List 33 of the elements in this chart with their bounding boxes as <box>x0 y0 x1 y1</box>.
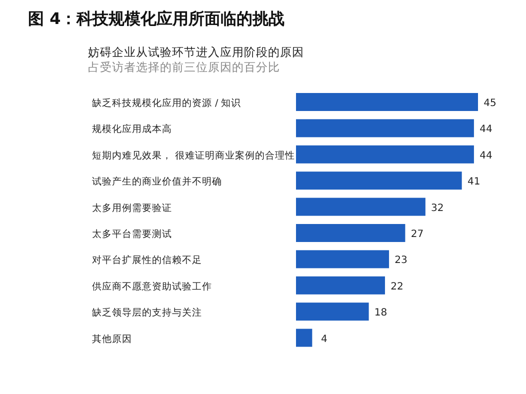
y-tick-label: 短期内难见效果， 很难证明商业案例的合理性 <box>92 149 296 162</box>
data-label: 18 <box>374 308 388 319</box>
y-tick-label: 规模化应用成本高 <box>92 123 172 136</box>
bar <box>296 119 474 138</box>
y-tick-label: 缺乏科技规模化应用的资源 / 知识 <box>92 97 242 109</box>
text: 占受访者选择的前三位原因的百分比 <box>88 60 280 74</box>
bar <box>296 302 369 321</box>
bar <box>296 93 478 111</box>
y-tick-label: 供应商不愿意资助试验工作 <box>92 280 212 292</box>
bar <box>296 172 462 190</box>
data-label: 44 <box>480 124 492 136</box>
bar <box>296 145 474 164</box>
data-label: 4 <box>320 334 328 345</box>
bar <box>296 328 312 347</box>
data-label: 32 <box>431 202 444 214</box>
data-label: 23 <box>394 255 408 266</box>
y-tick-label: 其他原因 <box>92 332 132 345</box>
y-tick-label: 试验产生的商业价值并不明确 <box>92 176 222 188</box>
y-tick-label: 缺乏领导层的支持与关注 <box>92 306 202 319</box>
text: 图 4：科技规模化应用所面临的挑战 <box>28 9 285 28</box>
data-label: 44 <box>480 150 492 162</box>
data-label: 22 <box>390 281 404 292</box>
data-label: 41 <box>467 176 480 188</box>
bar <box>296 250 390 268</box>
data-label: 27 <box>410 229 424 240</box>
data-label: 45 <box>484 98 496 109</box>
y-tick-label: 太多平台需要测试 <box>92 228 172 240</box>
text: 妨碍企业从试验环节进入应用阶段的原因 <box>88 45 304 59</box>
bar <box>296 198 426 216</box>
y-tick-label: 对平台扩展性的信赖不足 <box>92 254 202 266</box>
bar <box>296 276 385 294</box>
bar <box>296 224 406 242</box>
y-tick-label: 太多用例需要验证 <box>92 202 172 214</box>
